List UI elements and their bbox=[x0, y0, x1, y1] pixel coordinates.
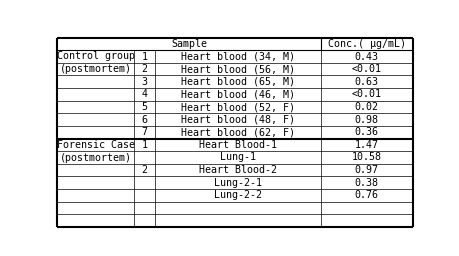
Text: 4: 4 bbox=[141, 89, 147, 99]
Text: 0.63: 0.63 bbox=[355, 77, 379, 87]
Text: Lung-2-2: Lung-2-2 bbox=[214, 190, 262, 200]
Text: 0.98: 0.98 bbox=[355, 115, 379, 125]
Text: 2: 2 bbox=[141, 165, 147, 175]
Text: Heart blood (56, M): Heart blood (56, M) bbox=[181, 64, 295, 74]
Text: 3: 3 bbox=[141, 77, 147, 87]
Text: 5: 5 bbox=[141, 102, 147, 112]
Text: Heart blood (62, F): Heart blood (62, F) bbox=[181, 127, 295, 137]
Text: 0.97: 0.97 bbox=[355, 165, 379, 175]
Text: 0.76: 0.76 bbox=[355, 190, 379, 200]
Text: 0.36: 0.36 bbox=[355, 127, 379, 137]
Text: 0.38: 0.38 bbox=[355, 178, 379, 188]
Text: Lung-2-1: Lung-2-1 bbox=[214, 178, 262, 188]
Text: Heart blood (46, M): Heart blood (46, M) bbox=[181, 89, 295, 99]
Text: Heart blood (52, F): Heart blood (52, F) bbox=[181, 102, 295, 112]
Text: 0.43: 0.43 bbox=[355, 51, 379, 61]
Text: 1: 1 bbox=[141, 51, 147, 61]
Text: 10.58: 10.58 bbox=[352, 153, 382, 163]
Text: 0.02: 0.02 bbox=[355, 102, 379, 112]
Text: Lung-1: Lung-1 bbox=[220, 153, 256, 163]
Text: 1: 1 bbox=[141, 140, 147, 150]
Text: Heart blood (48, F): Heart blood (48, F) bbox=[181, 115, 295, 125]
Text: Control group
(postmortem): Control group (postmortem) bbox=[56, 51, 134, 74]
Text: Sample: Sample bbox=[171, 39, 207, 49]
Text: 2: 2 bbox=[141, 64, 147, 74]
Text: Forensic Case
(postmortem): Forensic Case (postmortem) bbox=[56, 140, 134, 163]
Text: Heart Blood-2: Heart Blood-2 bbox=[199, 165, 277, 175]
Text: <0.01: <0.01 bbox=[352, 64, 382, 74]
Text: Heart blood (65, M): Heart blood (65, M) bbox=[181, 77, 295, 87]
Text: 1.47: 1.47 bbox=[355, 140, 379, 150]
Text: <0.01: <0.01 bbox=[352, 89, 382, 99]
Text: 7: 7 bbox=[141, 127, 147, 137]
Text: Conc.( μg/mL): Conc.( μg/mL) bbox=[328, 39, 406, 49]
Text: Heart blood (34, M): Heart blood (34, M) bbox=[181, 51, 295, 61]
Text: 6: 6 bbox=[141, 115, 147, 125]
Text: Heart Blood-1: Heart Blood-1 bbox=[199, 140, 277, 150]
